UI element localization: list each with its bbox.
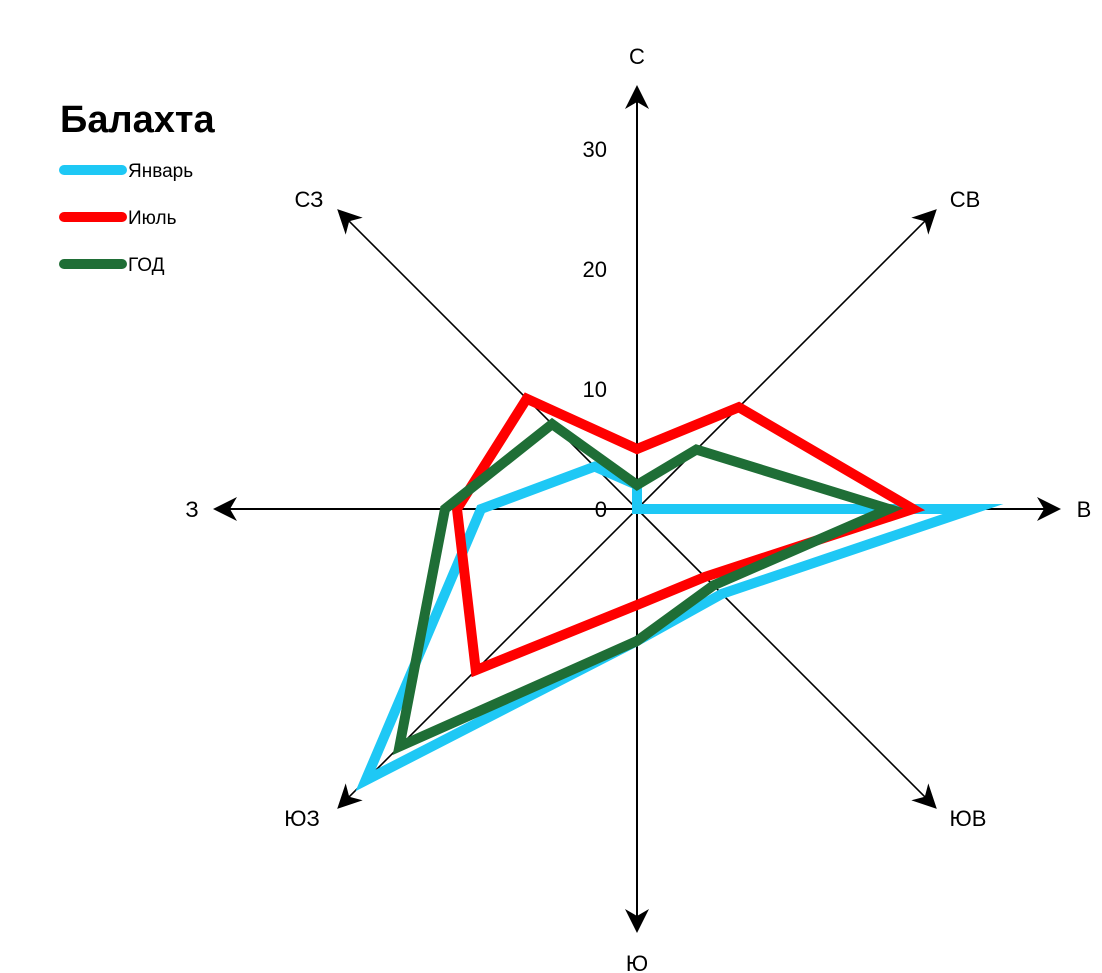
axis-northeast — [636, 209, 937, 510]
legend-label: Июль — [128, 208, 177, 229]
axis-southwest — [337, 508, 638, 809]
tick-label: 30 — [583, 137, 607, 162]
direction-label-southeast: ЮВ — [950, 806, 987, 831]
series-group — [355, 392, 1004, 792]
axis-northwest — [337, 209, 638, 510]
axis-southeast — [636, 508, 937, 809]
tick-label: 0 — [595, 497, 607, 522]
tick-labels-group: 0 10 20 30 — [583, 137, 607, 522]
chart-title: Балахта — [60, 99, 215, 141]
direction-labels-group: С СВ В ЮВ Ю ЮЗ З СЗ — [185, 44, 1091, 973]
tick-label: 20 — [583, 257, 607, 282]
direction-label-northwest: СЗ — [295, 187, 324, 212]
legend-label: ГОД — [128, 255, 165, 276]
direction-label-north: С — [629, 44, 645, 69]
legend-label: Январь — [128, 161, 193, 182]
direction-label-southwest: ЮЗ — [284, 806, 320, 831]
tick-label: 10 — [583, 377, 607, 402]
direction-label-east: В — [1077, 497, 1092, 522]
series-line-2 — [392, 417, 904, 756]
direction-label-west: З — [185, 497, 198, 522]
series-line-1 — [451, 392, 926, 678]
direction-label-northeast: СВ — [950, 187, 981, 212]
direction-label-south: Ю — [626, 951, 648, 973]
legend: Январь Июль ГОД — [59, 161, 193, 276]
